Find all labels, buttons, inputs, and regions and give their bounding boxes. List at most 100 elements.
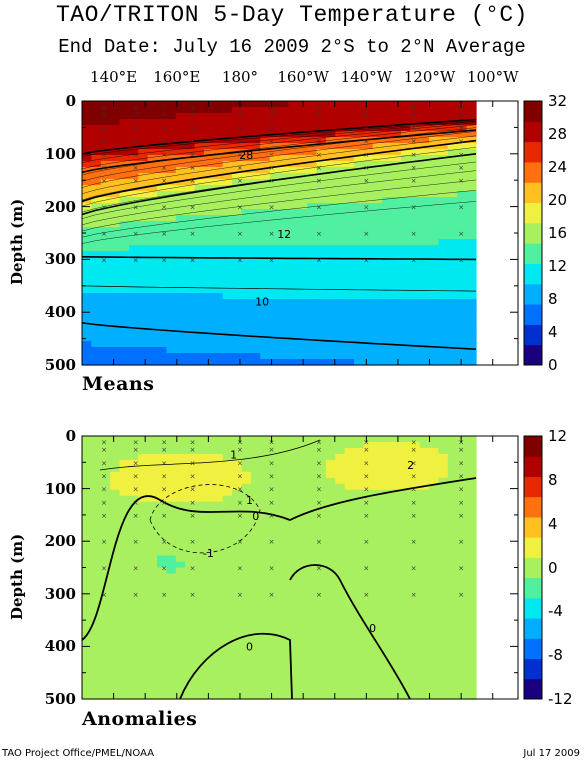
anomaly-cell <box>269 585 280 593</box>
anomaly-cell <box>250 621 261 628</box>
anomaly-cell <box>335 549 346 557</box>
means-cell <box>335 125 346 132</box>
means-cell <box>400 323 411 330</box>
anomaly-cell <box>447 639 458 646</box>
means-cell <box>91 335 102 342</box>
means-cell <box>447 137 458 144</box>
anomaly-cell <box>203 465 214 473</box>
means-cell <box>354 299 365 306</box>
mooring-marker: × <box>458 472 464 480</box>
anomaly-cell <box>185 579 196 587</box>
means-cell <box>297 305 308 312</box>
means-cell <box>100 287 111 294</box>
anomaly-cell <box>119 483 130 491</box>
anomaly-cell <box>260 513 271 521</box>
means-cell <box>316 137 327 144</box>
mooring-marker: × <box>316 111 322 119</box>
anomaly-cell <box>100 591 111 598</box>
anomaly-cell <box>391 645 402 652</box>
means-cell <box>307 293 318 300</box>
anomaly-cell <box>91 501 102 509</box>
means-cell <box>297 317 308 324</box>
means-cell <box>372 251 383 258</box>
means-cell <box>391 317 402 324</box>
means-cell <box>194 335 205 342</box>
means-cell <box>100 257 111 264</box>
anomaly-cell <box>269 561 280 569</box>
means-cell <box>391 335 402 342</box>
means-cell <box>203 317 214 324</box>
anomaly-cell <box>194 561 205 569</box>
anomaly-cell <box>325 597 336 604</box>
anomaly-cell <box>297 597 308 604</box>
anomaly-cell <box>354 657 365 664</box>
means-cell <box>457 209 468 216</box>
anomaly-cell <box>82 525 92 533</box>
anomaly-cell <box>110 489 121 497</box>
means-cell <box>382 251 393 258</box>
anomaly-cell <box>372 585 383 593</box>
anomaly-cell <box>438 483 449 491</box>
colorbar-swatch <box>524 141 542 163</box>
anomaly-cell <box>410 633 421 640</box>
anomaly-cell <box>466 591 477 598</box>
anomaly-cell <box>166 579 177 587</box>
anomaly-cell <box>166 627 177 634</box>
anomaly-cell <box>194 441 205 449</box>
anomaly-cell <box>457 555 468 563</box>
anomaly-cell <box>269 519 280 527</box>
means-cell <box>250 149 261 156</box>
means-cell <box>203 125 214 132</box>
anomaly-cell <box>157 627 168 634</box>
anomaly-cell <box>279 465 289 473</box>
anomaly-cell <box>213 687 224 694</box>
means-cell <box>438 131 449 138</box>
means-cell <box>372 209 383 216</box>
anomaly-cell <box>222 645 233 652</box>
means-cell <box>438 311 449 318</box>
means-cell <box>288 203 299 210</box>
means-cell <box>110 191 121 198</box>
anomaly-cell <box>260 453 271 461</box>
means-cell <box>372 191 383 198</box>
means-cell <box>457 353 468 360</box>
means-cell <box>419 125 430 132</box>
means-cell <box>335 203 346 210</box>
anomaly-cell <box>82 669 92 676</box>
anomaly-cell <box>232 621 243 628</box>
anomaly-cell <box>147 447 158 455</box>
anomaly-cell <box>325 436 336 443</box>
anomaly-cell <box>438 651 449 658</box>
anomaly-cell <box>382 567 393 575</box>
means-cell <box>382 239 393 246</box>
means-cell <box>185 359 196 366</box>
means-cell <box>260 203 271 210</box>
anomaly-cell <box>250 495 261 503</box>
anomaly-cell <box>279 585 289 593</box>
anomaly-cell <box>222 477 233 485</box>
means-cell <box>288 179 299 186</box>
means-cell <box>213 329 224 336</box>
anomaly-cell <box>354 441 365 449</box>
anomaly-cell <box>419 687 430 694</box>
anomaly-cell <box>307 621 318 628</box>
means-cell <box>222 293 233 300</box>
anomaly-cell <box>213 453 224 461</box>
means-cell <box>410 167 421 174</box>
anomaly-cell <box>157 621 168 628</box>
mooring-marker: × <box>411 103 417 111</box>
mooring-marker: × <box>458 138 464 146</box>
mooring-marker: × <box>363 256 369 264</box>
means-cell <box>213 125 224 132</box>
means-cell <box>166 149 177 156</box>
anomaly-cell <box>457 549 468 557</box>
means-cell <box>213 293 224 300</box>
means-cell <box>138 203 149 210</box>
anomaly-cell <box>354 453 365 461</box>
anomaly-cell <box>222 693 233 700</box>
anomaly-cell <box>363 471 374 479</box>
means-cell <box>241 275 252 282</box>
means-cell <box>119 101 130 108</box>
anomaly-cell <box>166 657 177 664</box>
anomaly-cell <box>128 663 139 670</box>
